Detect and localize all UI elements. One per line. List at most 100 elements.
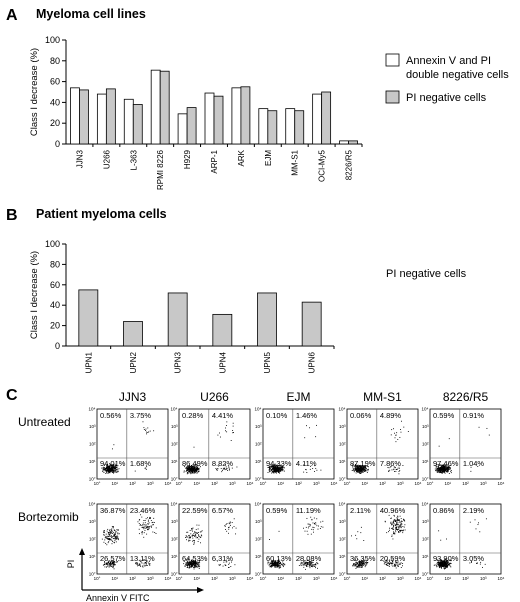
y-axis-label: Class I decrease (%) xyxy=(29,251,40,339)
event-dot xyxy=(304,437,306,439)
event-dot xyxy=(400,521,402,523)
event-dot xyxy=(187,563,189,565)
event-dot xyxy=(364,467,366,469)
y-decade-label: 10¹ xyxy=(171,459,178,464)
event-dot xyxy=(366,561,367,563)
event-dot xyxy=(384,521,386,523)
event-dot xyxy=(143,528,145,530)
event-dot xyxy=(357,470,359,472)
event-dot xyxy=(441,559,443,561)
event-dot xyxy=(115,464,117,466)
event-dot xyxy=(447,468,449,470)
event-dot xyxy=(273,465,275,467)
event-dot xyxy=(110,532,112,534)
y-decade-label: 10⁴ xyxy=(89,502,96,507)
event-dot xyxy=(114,463,116,465)
event-dot xyxy=(186,560,188,562)
event-dot xyxy=(308,523,310,525)
event-dot xyxy=(437,470,439,472)
event-dot xyxy=(153,522,155,523)
flow-plot: 0.06% 4.89%87.19% 7.86%10°10°10¹10¹10²10²1… xyxy=(339,407,422,487)
event-dot xyxy=(447,468,449,470)
event-dot xyxy=(309,525,311,527)
event-dot xyxy=(364,564,366,566)
event-dot xyxy=(354,466,356,468)
event-dot xyxy=(276,564,278,566)
event-dot xyxy=(103,534,105,535)
flow-plot: 0.59% 11.19%60.13% 28.08%10°10°10¹10¹10²10… xyxy=(255,502,338,582)
panel-a-letter: A xyxy=(6,7,18,24)
event-dot xyxy=(396,468,398,470)
event-dot xyxy=(103,530,105,532)
event-dot xyxy=(445,564,447,566)
event-dot xyxy=(271,562,273,564)
x-decade-label: 10³ xyxy=(397,481,404,486)
event-dot xyxy=(393,565,395,566)
event-dot xyxy=(270,468,272,470)
event-dot xyxy=(196,563,198,565)
event-dot xyxy=(354,464,356,466)
event-dot xyxy=(307,563,309,565)
event-dot xyxy=(144,522,146,524)
dot-cloud xyxy=(434,426,490,474)
event-dot xyxy=(116,538,118,540)
event-dot xyxy=(397,563,399,565)
event-dot xyxy=(364,467,366,469)
event-dot xyxy=(449,563,451,565)
legend-label-pi: PI negative cells xyxy=(406,92,487,104)
event-dot xyxy=(198,538,200,540)
event-dot xyxy=(274,566,276,567)
event-dot xyxy=(446,560,448,562)
event-dot xyxy=(444,470,446,471)
event-dot xyxy=(201,535,203,537)
event-dot xyxy=(363,466,365,468)
event-dot xyxy=(280,470,281,472)
event-dot xyxy=(393,520,395,522)
event-dot xyxy=(440,559,442,561)
event-dot xyxy=(444,471,446,473)
y-tick-label: 40 xyxy=(50,300,60,310)
event-dot xyxy=(189,471,191,473)
bar xyxy=(186,107,197,145)
event-dot xyxy=(103,532,105,534)
event-dot xyxy=(309,561,311,563)
event-dot xyxy=(322,520,324,522)
event-dot xyxy=(110,535,112,537)
event-dot xyxy=(103,532,105,533)
event-dot xyxy=(275,564,277,566)
event-dot xyxy=(109,562,111,564)
event-dot xyxy=(225,430,226,432)
pct-lower-right: 1.68% xyxy=(130,459,152,468)
event-dot xyxy=(274,561,276,563)
event-dot xyxy=(356,469,358,471)
event-dot xyxy=(267,467,269,468)
event-dot xyxy=(281,467,283,469)
event-dot xyxy=(312,526,314,528)
event-dot xyxy=(395,531,397,533)
event-dot xyxy=(393,525,395,527)
event-dot xyxy=(353,469,355,471)
event-dot xyxy=(216,469,218,470)
event-dot xyxy=(226,431,228,433)
event-dot xyxy=(186,562,188,564)
event-dot xyxy=(189,565,191,566)
event-dot xyxy=(359,561,361,563)
event-dot xyxy=(117,538,119,540)
event-dot xyxy=(449,559,451,561)
event-dot xyxy=(110,561,111,563)
event-dot xyxy=(356,467,358,469)
event-dot xyxy=(361,560,363,562)
event-dot xyxy=(272,465,274,467)
event-dot xyxy=(102,469,104,471)
event-dot xyxy=(186,559,188,561)
event-dot xyxy=(115,539,117,541)
event-dot xyxy=(113,526,114,528)
flow-plot: 0.28% 4.41%86.49% 8.82%10°10°10¹10¹10²10²1… xyxy=(171,407,254,487)
event-dot xyxy=(114,542,115,544)
event-dot xyxy=(310,562,312,564)
event-dot xyxy=(393,526,394,528)
event-dot xyxy=(228,526,230,528)
event-dot xyxy=(450,470,452,472)
event-dot xyxy=(444,467,446,468)
event-dot xyxy=(272,466,274,468)
